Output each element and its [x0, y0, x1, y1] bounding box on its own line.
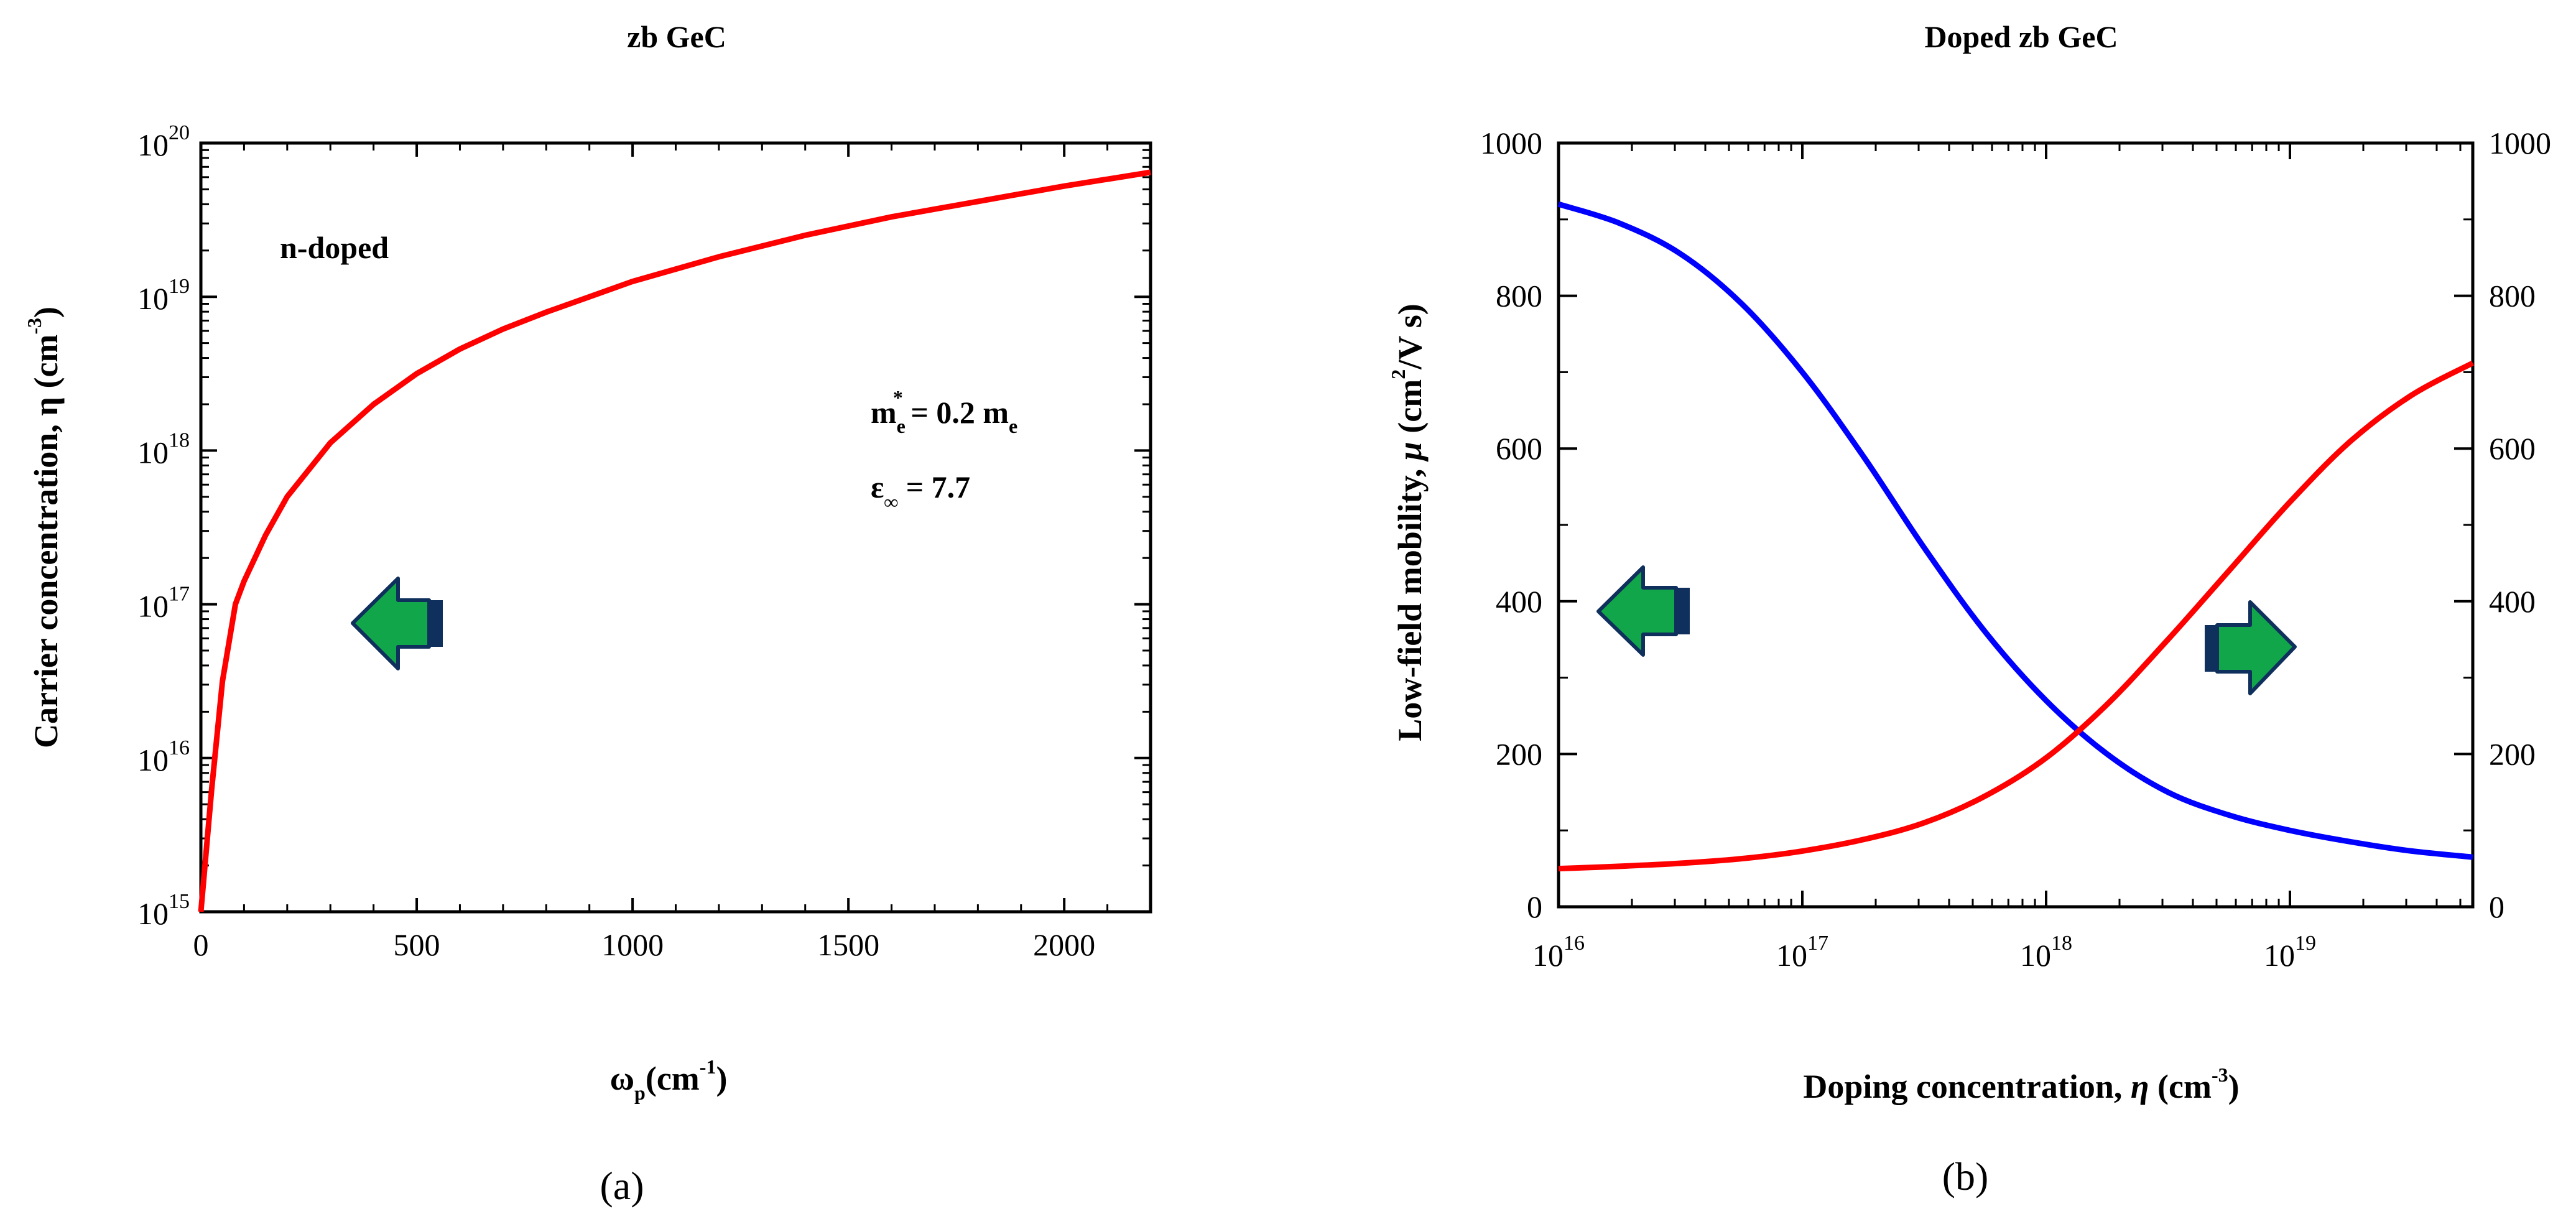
y2-tick-label: 1000 [2489, 126, 2551, 160]
y-tick-label: 600 [1496, 431, 1542, 466]
panel-b-red-line [1558, 360, 2475, 872]
panel-b-x-ticks: 1016 1017 1018 1019 [1532, 143, 2316, 973]
y-tick-label: 1016 [137, 736, 190, 777]
x-tick-label: 500 [394, 927, 440, 962]
panel-a-y-ticks: 1015 1016 1017 1018 1019 1020 [137, 121, 1151, 931]
panel-b-label: (b) [1942, 1154, 1989, 1198]
y-tick-label: 0 [1527, 889, 1542, 924]
panel-b: Doped zb GeC 1016 1017 1018 1019 0 200 400 600… [1387, 19, 2551, 1198]
panel-a: zb GeC 0 500 1000 1500 2000 1015 1016 1017 1018… [23, 19, 1152, 1208]
arrow-left-icon [1596, 565, 1690, 657]
panel-b-mobility-line [1557, 201, 2473, 860]
panel-a-x-ticks: 0 500 1000 1500 2000 [193, 143, 1095, 962]
y2-tick-label: 600 [2489, 431, 2536, 466]
x-tick-label: 0 [193, 927, 209, 962]
x-tick-label: 1019 [2264, 932, 2316, 973]
panel-b-minor-ticks [1559, 143, 2473, 907]
panel-a-label: (a) [600, 1164, 644, 1208]
y-tick-label: 1020 [137, 121, 190, 162]
arrow-left-icon [351, 577, 443, 670]
y-tick-label: 400 [1496, 584, 1542, 619]
y-tick-label: 1017 [137, 583, 190, 624]
arrow-right-icon [2205, 600, 2297, 695]
x-tick-label: 1017 [1776, 932, 1828, 973]
panel-b-y-label: Low-field mobility, μ (cm2/V s) [1387, 304, 1429, 741]
panel-a-series-line [198, 169, 1151, 912]
y-tick-label: 1015 [137, 890, 190, 931]
x-tick-label: 1018 [2020, 932, 2072, 973]
x-tick-label: 1016 [1532, 932, 1585, 973]
panel-b-y-ticks: 0 200 400 600 800 1000 [1480, 126, 1577, 924]
panel-a-y-label: Carrier concentration, η (cm-3) [23, 307, 65, 748]
panel-a-x-label: ωp(cm-1) [610, 1055, 728, 1104]
x-tick-label: 2000 [1033, 927, 1095, 962]
y2-tick-label: 800 [2489, 279, 2536, 313]
x-tick-label: 1500 [817, 927, 879, 962]
y-tick-label: 800 [1496, 279, 1542, 313]
y2-tick-label: 0 [2489, 889, 2504, 924]
annotation-effective-mass: me* = 0.2 me [871, 386, 1017, 437]
panel-a-title: zb GeC [627, 19, 726, 54]
y-tick-label: 1019 [137, 275, 190, 316]
panel-b-x-label: Doping concentration, η (cm-3) [1803, 1064, 2239, 1105]
panel-b-plot-frame [1557, 141, 2475, 909]
annotation-n-doped: n-doped [280, 230, 389, 265]
x-tick-label: 1000 [601, 927, 664, 962]
panel-b-title: Doped zb GeC [1924, 19, 2118, 54]
y2-tick-label: 400 [2489, 584, 2536, 619]
y-tick-label: 1000 [1480, 126, 1542, 160]
y2-tick-label: 200 [2489, 736, 2536, 771]
y-tick-label: 1018 [137, 429, 190, 470]
y-tick-label: 200 [1496, 736, 1542, 771]
panel-b-right-y-ticks: 0 200 400 600 800 1000 [2454, 126, 2551, 924]
annotation-epsilon: ε∞ = 7.7 [871, 470, 970, 513]
